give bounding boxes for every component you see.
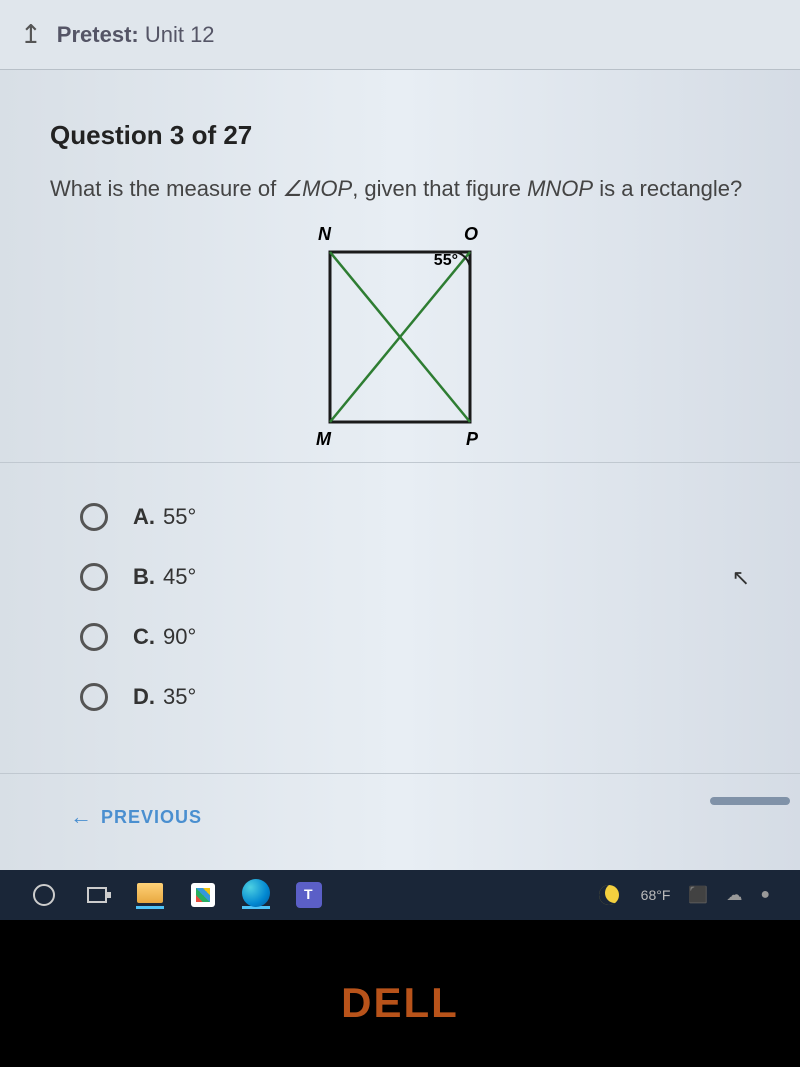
tray-icon-3[interactable]: ● <box>760 886 770 904</box>
edge-browser-icon[interactable] <box>242 881 270 909</box>
angle-name: MOP <box>302 176 352 201</box>
answer-label-d: D. <box>133 684 155 710</box>
task-view-icon[interactable] <box>83 881 111 909</box>
vertex-label-p: P <box>466 429 478 450</box>
rectangle-svg <box>325 247 475 427</box>
temperature-text[interactable]: 68°F <box>641 887 671 903</box>
answer-label-b: B. <box>133 564 155 590</box>
vertex-label-m: M <box>316 429 331 450</box>
windows-taskbar[interactable]: 68°F ⬛ ☁ ● <box>0 870 800 920</box>
answer-value-a: 55° <box>163 504 196 530</box>
mouse-cursor: ↖ <box>732 565 750 591</box>
radio-b[interactable] <box>80 563 108 591</box>
previous-label: PREVIOUS <box>101 807 202 828</box>
diagram-container: N O M P 55° <box>50 232 750 442</box>
angle-symbol: ∠ <box>282 176 302 201</box>
taskbar-right: 68°F ⬛ ☁ ● <box>595 881 770 909</box>
file-explorer-icon[interactable] <box>136 881 164 909</box>
answer-option-b[interactable]: B. 45° <box>80 563 750 591</box>
answer-option-d[interactable]: D. 35° <box>80 683 750 711</box>
taskbar-left <box>30 881 323 909</box>
answers-list: A. 55° B. 45° C. 90° D. 35° <box>50 503 750 711</box>
cortana-icon[interactable] <box>30 881 58 909</box>
rectangle-diagram: N O M P 55° <box>310 232 490 442</box>
previous-button[interactable]: ← PREVIOUS <box>70 804 730 830</box>
question-text-part1: What is the measure of <box>50 176 282 201</box>
answer-label-a: A. <box>133 504 155 530</box>
answer-label-c: C. <box>133 624 155 650</box>
radio-d[interactable] <box>80 683 108 711</box>
question-number: Question 3 of 27 <box>50 120 750 151</box>
question-text-part2: , given that figure <box>352 176 527 201</box>
figure-name: MNOP <box>527 176 593 201</box>
header-title: Pretest: Unit 12 <box>57 22 215 48</box>
header-title-suffix: Unit 12 <box>139 22 215 47</box>
content-area: Question 3 of 27 What is the measure of … <box>0 70 800 763</box>
answer-value-c: 90° <box>163 624 196 650</box>
vertex-label-o: O <box>464 224 478 245</box>
tray-icon-2[interactable]: ☁ <box>726 885 742 905</box>
footer-nav: ← PREVIOUS <box>0 773 800 860</box>
answer-value-b: 45° <box>163 564 196 590</box>
dell-logo: DELL <box>341 979 459 1027</box>
question-text-part3: is a rectangle? <box>593 176 742 201</box>
microsoft-store-icon[interactable] <box>189 881 217 909</box>
back-icon[interactable]: ↥ <box>20 19 42 50</box>
weather-moon-icon[interactable] <box>595 881 623 909</box>
answer-value-d: 35° <box>163 684 196 710</box>
question-text: What is the measure of ∠MOP, given that … <box>50 176 750 202</box>
section-divider <box>0 462 800 463</box>
radio-c[interactable] <box>80 623 108 651</box>
tray-icon-1[interactable]: ⬛ <box>688 885 708 905</box>
page-header: ↥ Pretest: Unit 12 <box>0 0 800 70</box>
vertex-label-n: N <box>318 224 331 245</box>
teams-icon[interactable] <box>295 881 323 909</box>
previous-arrow-icon: ← <box>70 804 93 830</box>
answer-option-a[interactable]: A. 55° <box>80 503 750 531</box>
answer-option-c[interactable]: C. 90° <box>80 623 750 651</box>
header-title-prefix: Pretest: <box>57 22 139 47</box>
radio-a[interactable] <box>80 503 108 531</box>
